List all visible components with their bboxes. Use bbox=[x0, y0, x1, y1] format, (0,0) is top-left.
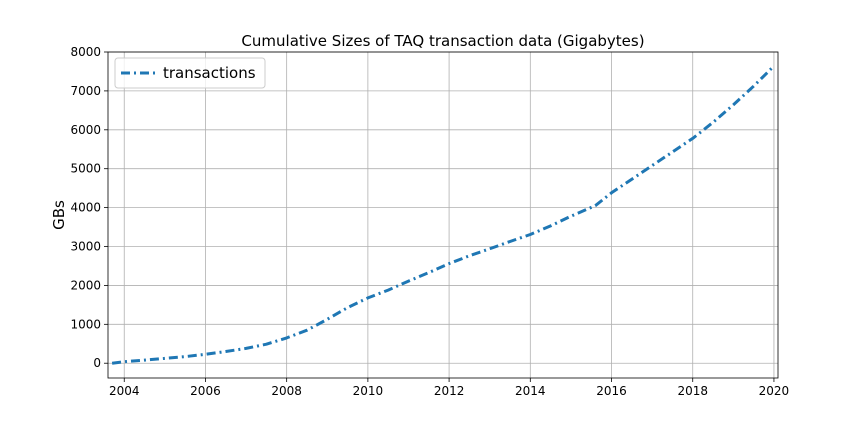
y-tick-label: 1000 bbox=[70, 317, 101, 331]
legend-label-transactions: transactions bbox=[163, 64, 256, 82]
x-tick-label: 2012 bbox=[434, 384, 465, 398]
plot-area bbox=[108, 52, 778, 378]
x-tick-label: 2008 bbox=[271, 384, 302, 398]
y-tick-label: 0 bbox=[93, 356, 101, 370]
y-tick-label: 3000 bbox=[70, 240, 101, 254]
y-tick-label: 4000 bbox=[70, 201, 101, 215]
y-tick-label: 2000 bbox=[70, 278, 101, 292]
series-group bbox=[111, 64, 775, 365]
y-axis-label: GBs bbox=[50, 200, 68, 230]
series-line-transactions bbox=[111, 64, 775, 365]
legend: transactions bbox=[114, 57, 266, 89]
x-axis: 2004 2006 2008 2010 2012 2014 2016 2018 2020 bbox=[109, 378, 789, 398]
x-tick-label: 2004 bbox=[109, 384, 140, 398]
plot-frame bbox=[107, 51, 779, 379]
y-tick-label: 8000 bbox=[70, 45, 101, 59]
x-tick-label: 2006 bbox=[190, 384, 221, 398]
legend-box bbox=[114, 57, 266, 89]
x-tick-label: 2014 bbox=[515, 384, 546, 398]
x-tick-label: 2020 bbox=[759, 384, 790, 398]
x-tick-label: 2010 bbox=[353, 384, 384, 398]
x-tick-label: 2016 bbox=[596, 384, 627, 398]
y-tick-label: 5000 bbox=[70, 162, 101, 176]
x-tick-label: 2018 bbox=[677, 384, 708, 398]
y-tick-label: 7000 bbox=[70, 84, 101, 98]
chart-title: Cumulative Sizes of TAQ transaction data… bbox=[241, 32, 644, 50]
y-tick-label: 6000 bbox=[70, 123, 101, 137]
y-axis: 0 1000 2000 3000 4000 5000 6000 7000 8000 bbox=[70, 45, 108, 370]
